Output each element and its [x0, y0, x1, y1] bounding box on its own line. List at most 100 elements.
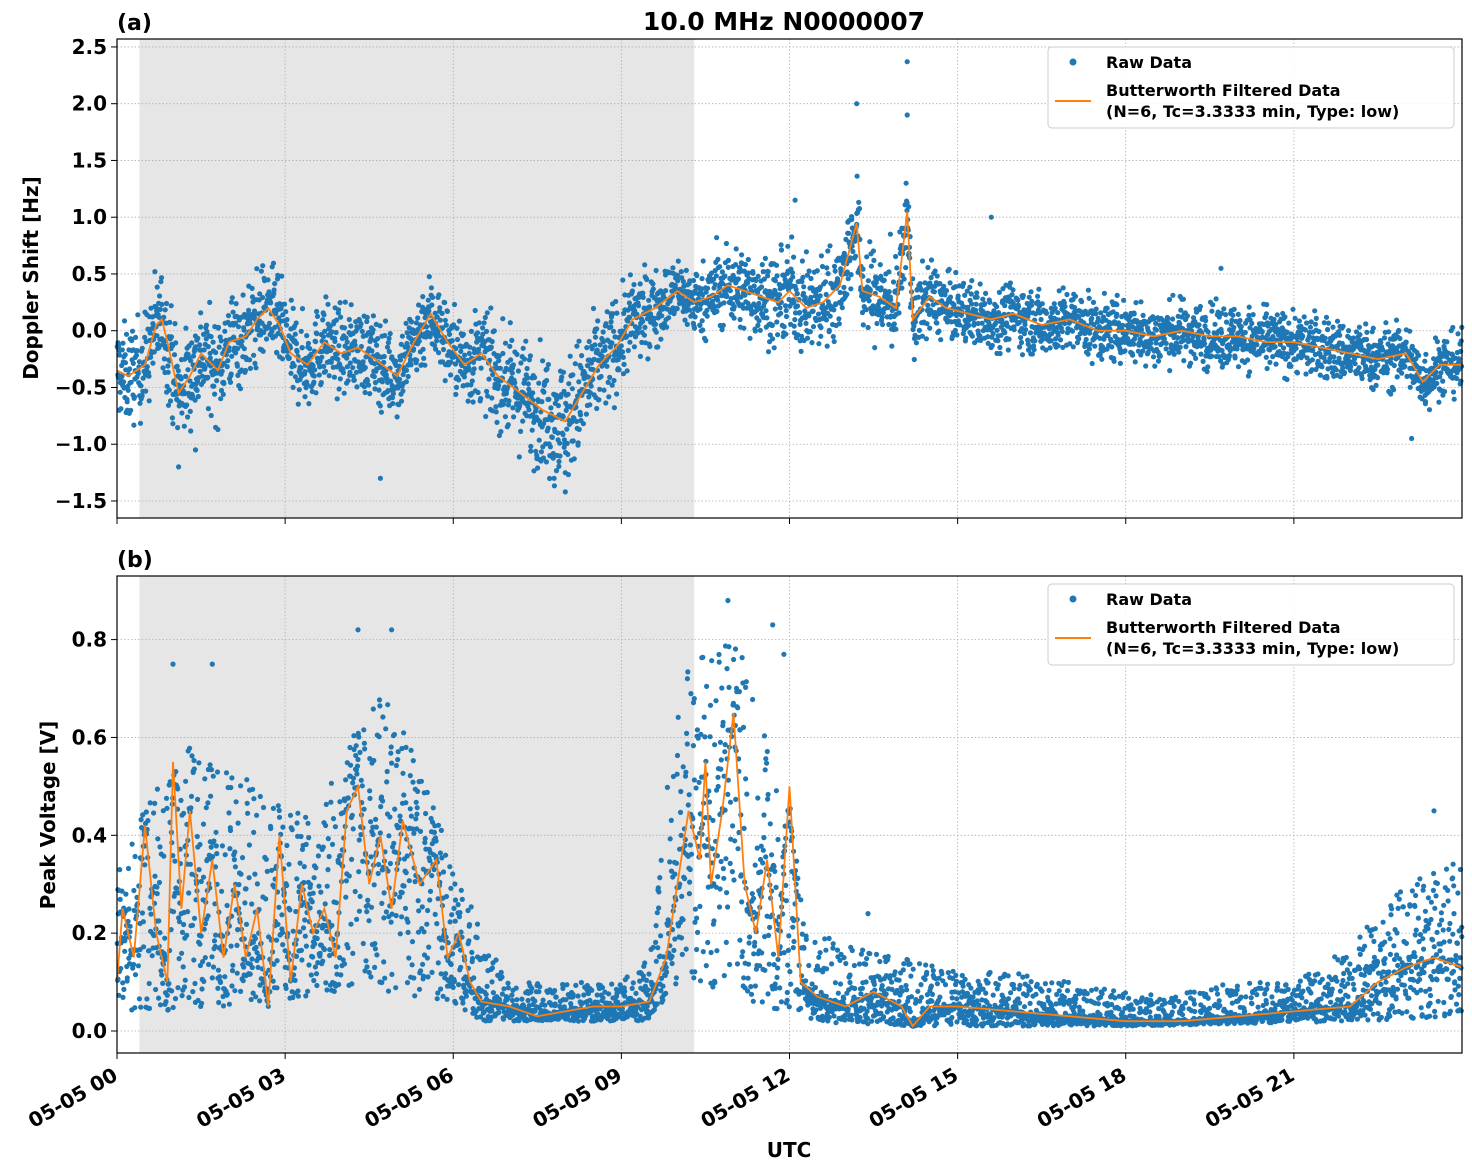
raw-data-point [1273, 362, 1278, 367]
raw-data-point [232, 849, 237, 854]
raw-data-point [182, 984, 187, 989]
raw-data-point [250, 965, 255, 970]
raw-data-point [867, 239, 872, 244]
raw-data-point [1156, 359, 1161, 364]
raw-data-point [1243, 330, 1248, 335]
raw-data-point [1282, 314, 1287, 319]
raw-data-point [705, 286, 710, 291]
raw-data-point [172, 859, 177, 864]
raw-data-point [970, 334, 975, 339]
raw-data-point [307, 346, 312, 351]
raw-data-point [1334, 367, 1339, 372]
raw-data-point [684, 268, 689, 273]
raw-data-point [1442, 389, 1447, 394]
raw-data-point [757, 318, 762, 323]
raw-data-point [1435, 339, 1440, 344]
raw-data-point [597, 387, 602, 392]
raw-data-point [311, 891, 316, 896]
raw-data-point [535, 465, 540, 470]
raw-data-point [271, 261, 276, 266]
raw-data-point [1086, 352, 1091, 357]
raw-data-point [1032, 347, 1037, 352]
raw-data-point [299, 329, 304, 334]
raw-data-point [120, 995, 125, 1000]
raw-data-point [655, 344, 660, 349]
raw-data-point [138, 383, 143, 388]
raw-data-point [1363, 321, 1368, 326]
raw-data-point [170, 415, 175, 420]
raw-data-point [893, 327, 898, 332]
raw-data-point [1230, 313, 1235, 318]
raw-data-point [230, 963, 235, 968]
raw-data-point [253, 994, 258, 999]
raw-data-point [450, 338, 455, 343]
raw-data-point [230, 295, 235, 300]
raw-data-point [294, 341, 299, 346]
raw-data-point [121, 379, 126, 384]
raw-data-point [1316, 329, 1321, 334]
raw-data-point [363, 390, 368, 395]
raw-data-point [827, 328, 832, 333]
raw-data-point [155, 787, 160, 792]
raw-data-point [746, 257, 751, 262]
raw-data-point [596, 397, 601, 402]
raw-data-point [294, 320, 299, 325]
raw-data-point [470, 378, 475, 383]
raw-data-point [166, 370, 171, 375]
raw-data-point [556, 464, 561, 469]
raw-data-point [243, 886, 248, 891]
raw-data-point [628, 272, 633, 277]
raw-data-point [603, 400, 608, 405]
raw-data-point [601, 329, 606, 334]
raw-data-point [525, 366, 530, 371]
raw-data-point [1052, 301, 1057, 306]
raw-data-point [888, 297, 893, 302]
raw-data-point [429, 302, 434, 307]
raw-data-point [1402, 364, 1407, 369]
raw-data-point [225, 364, 230, 369]
raw-data-point [1423, 352, 1428, 357]
raw-data-point [336, 307, 341, 312]
raw-data-point [215, 427, 220, 432]
raw-data-point [264, 857, 269, 862]
raw-data-point [670, 265, 675, 270]
raw-data-point [1392, 363, 1397, 368]
raw-data-point [195, 388, 200, 393]
raw-data-point [1028, 330, 1033, 335]
raw-data-point [774, 273, 779, 278]
raw-data-point [609, 340, 614, 345]
raw-data-point [293, 978, 298, 983]
raw-data-point [303, 934, 308, 939]
raw-data-point [1459, 338, 1464, 343]
y-ticks-a: −1.5−1.0−0.50.00.51.01.52.02.5 [55, 35, 117, 513]
raw-data-point [1275, 312, 1280, 317]
raw-data-point [1407, 329, 1412, 334]
raw-data-point [254, 945, 259, 950]
raw-data-point [314, 971, 319, 976]
raw-data-point [806, 313, 811, 318]
raw-data-point [763, 308, 768, 313]
raw-data-point [503, 341, 508, 346]
raw-data-point [371, 313, 376, 318]
raw-data-point [547, 476, 552, 481]
raw-data-point [313, 865, 318, 870]
raw-data-point [676, 259, 681, 264]
raw-data-point [445, 309, 450, 314]
raw-data-point [347, 317, 352, 322]
raw-data-point [162, 356, 167, 361]
raw-data-point [132, 394, 137, 399]
raw-data-point [818, 293, 823, 298]
raw-data-point [819, 253, 824, 258]
raw-data-point [254, 266, 259, 271]
raw-data-point [1029, 299, 1034, 304]
raw-data-point [1094, 307, 1099, 312]
raw-data-point [1285, 354, 1290, 359]
raw-data-point [1245, 357, 1250, 362]
raw-data-point [318, 951, 323, 956]
raw-data-point [132, 1005, 137, 1010]
raw-data-point [508, 357, 513, 362]
raw-data-point [252, 872, 257, 877]
raw-data-point [944, 288, 949, 293]
raw-data-point [526, 381, 531, 386]
y-tick-label: −1.5 [55, 489, 107, 513]
